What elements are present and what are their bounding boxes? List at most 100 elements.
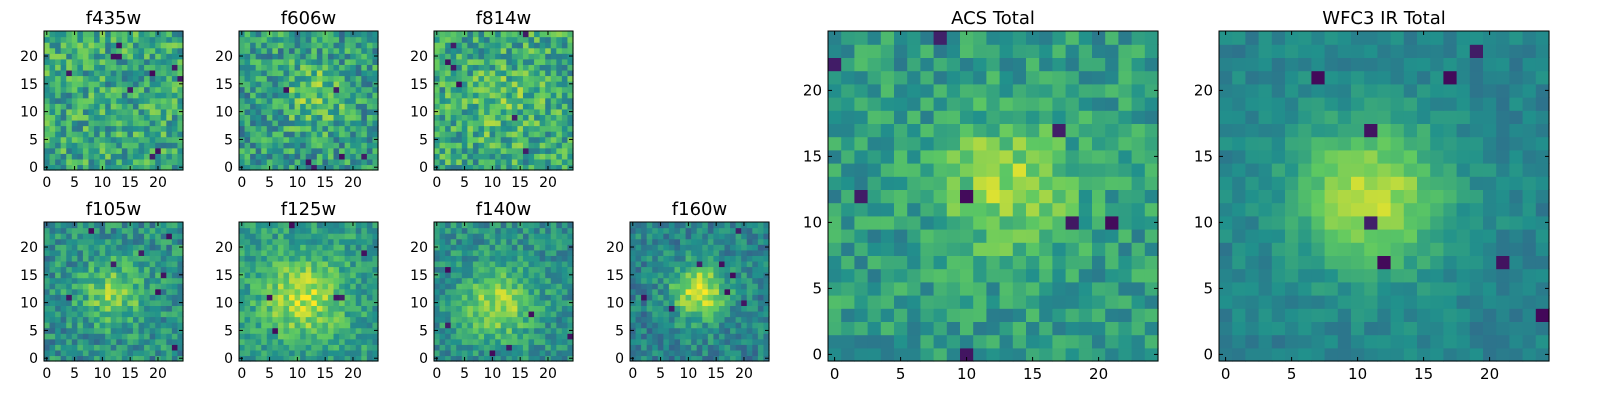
heatmap-cell xyxy=(132,299,140,306)
heatmap-cell xyxy=(511,272,518,279)
heatmap-cell xyxy=(132,69,140,77)
heatmap-cell xyxy=(841,295,855,309)
heatmap-cell xyxy=(166,310,173,318)
heatmap-cell xyxy=(545,136,552,143)
heatmap-cell xyxy=(138,233,145,240)
heatmap-cell xyxy=(561,327,569,334)
heatmap-cell xyxy=(132,47,140,54)
heatmap-cell xyxy=(752,266,759,273)
heatmap-cell xyxy=(456,349,463,357)
heatmap-cell xyxy=(495,233,502,240)
heatmap-cell xyxy=(511,310,518,318)
heatmap-cell xyxy=(746,310,753,318)
heatmap-cell xyxy=(946,347,961,362)
heatmap-cell xyxy=(82,305,90,312)
heatmap-cell xyxy=(177,97,184,104)
heatmap-cell xyxy=(472,86,480,93)
heatmap-cell xyxy=(55,272,62,279)
heatmap-cell xyxy=(635,233,642,240)
heatmap-cell xyxy=(300,142,307,149)
heatmap-cell xyxy=(55,299,62,306)
heatmap-cell xyxy=(484,153,491,160)
heatmap-cell xyxy=(539,277,546,284)
heatmap-cell xyxy=(305,142,312,149)
heatmap-cell xyxy=(333,86,340,93)
heatmap-cell xyxy=(445,316,452,323)
heatmap-cell xyxy=(456,158,463,166)
heatmap-cell xyxy=(127,58,134,65)
heatmap-cell xyxy=(478,327,485,334)
heatmap-cell xyxy=(450,136,457,143)
heatmap-cell xyxy=(522,131,530,138)
heatmap-cell xyxy=(322,64,329,71)
heatmap-cell xyxy=(305,310,312,318)
heatmap-cell xyxy=(132,249,140,256)
heatmap-cell xyxy=(283,260,290,268)
heatmap-cell xyxy=(472,164,480,171)
heatmap-cell xyxy=(272,322,279,329)
heatmap-cell xyxy=(160,355,167,362)
heatmap-cell xyxy=(327,244,335,251)
heatmap-cell xyxy=(110,344,117,351)
heatmap-cell xyxy=(110,272,117,279)
heatmap-cell xyxy=(250,158,257,166)
heatmap-cell xyxy=(160,42,167,49)
heatmap-cell xyxy=(66,81,73,88)
heatmap-cell xyxy=(66,277,73,284)
heatmap-cell xyxy=(707,299,714,306)
heatmap-cell xyxy=(366,233,374,240)
heatmap-cell xyxy=(567,47,574,54)
heatmap-cell xyxy=(82,344,90,351)
heatmap-cell xyxy=(456,233,463,240)
heatmap-cell xyxy=(99,119,106,127)
heatmap-cell xyxy=(88,97,95,104)
heatmap-cell xyxy=(121,294,128,301)
heatmap-cell xyxy=(255,158,262,166)
heatmap-cell xyxy=(277,97,285,104)
heatmap-cell xyxy=(322,227,329,234)
heatmap-cell xyxy=(44,75,51,82)
heatmap-cell xyxy=(702,310,709,318)
heatmap-cell xyxy=(973,229,987,243)
heatmap-cell xyxy=(366,69,374,77)
heatmap-cell xyxy=(641,222,648,229)
heatmap-cell xyxy=(841,163,855,177)
heatmap-cell xyxy=(484,322,491,329)
heatmap-cell xyxy=(495,244,502,251)
heatmap-cell xyxy=(166,266,173,273)
heatmap-cell xyxy=(478,75,485,82)
heatmap-cell xyxy=(545,244,552,251)
heatmap-cell xyxy=(641,305,648,312)
heatmap-cell xyxy=(522,233,530,240)
heatmap-cell xyxy=(166,42,173,49)
heatmap-cell xyxy=(506,260,513,268)
heatmap-cell xyxy=(539,327,546,334)
heatmap-cell xyxy=(920,215,935,230)
heatmap-cell xyxy=(556,233,563,240)
heatmap-cell xyxy=(735,299,742,306)
heatmap-cell xyxy=(99,108,106,115)
heatmap-cell xyxy=(333,142,340,149)
heatmap-cell xyxy=(149,36,156,43)
heatmap-cell xyxy=(372,92,379,99)
heatmap-cell xyxy=(854,295,869,309)
heatmap-cell xyxy=(82,349,90,357)
heatmap-cell xyxy=(355,97,362,104)
heatmap-cell xyxy=(752,338,759,345)
heatmap-cell xyxy=(55,125,62,132)
heatmap-cell xyxy=(127,310,134,318)
heatmap-cell xyxy=(630,238,637,245)
heatmap-cell xyxy=(149,272,156,279)
heatmap-cell xyxy=(528,158,535,166)
heatmap-cell xyxy=(478,355,485,362)
heatmap-cell xyxy=(456,42,463,49)
heatmap-cell xyxy=(456,69,463,77)
heatmap-cell xyxy=(680,322,687,329)
heatmap-cell xyxy=(461,327,468,334)
heatmap-cell xyxy=(545,36,552,43)
heatmap-cell xyxy=(49,42,56,49)
heatmap-cell xyxy=(478,164,485,171)
heatmap-cell xyxy=(144,131,151,138)
heatmap-cell xyxy=(322,322,329,329)
heatmap-cell xyxy=(946,255,961,270)
